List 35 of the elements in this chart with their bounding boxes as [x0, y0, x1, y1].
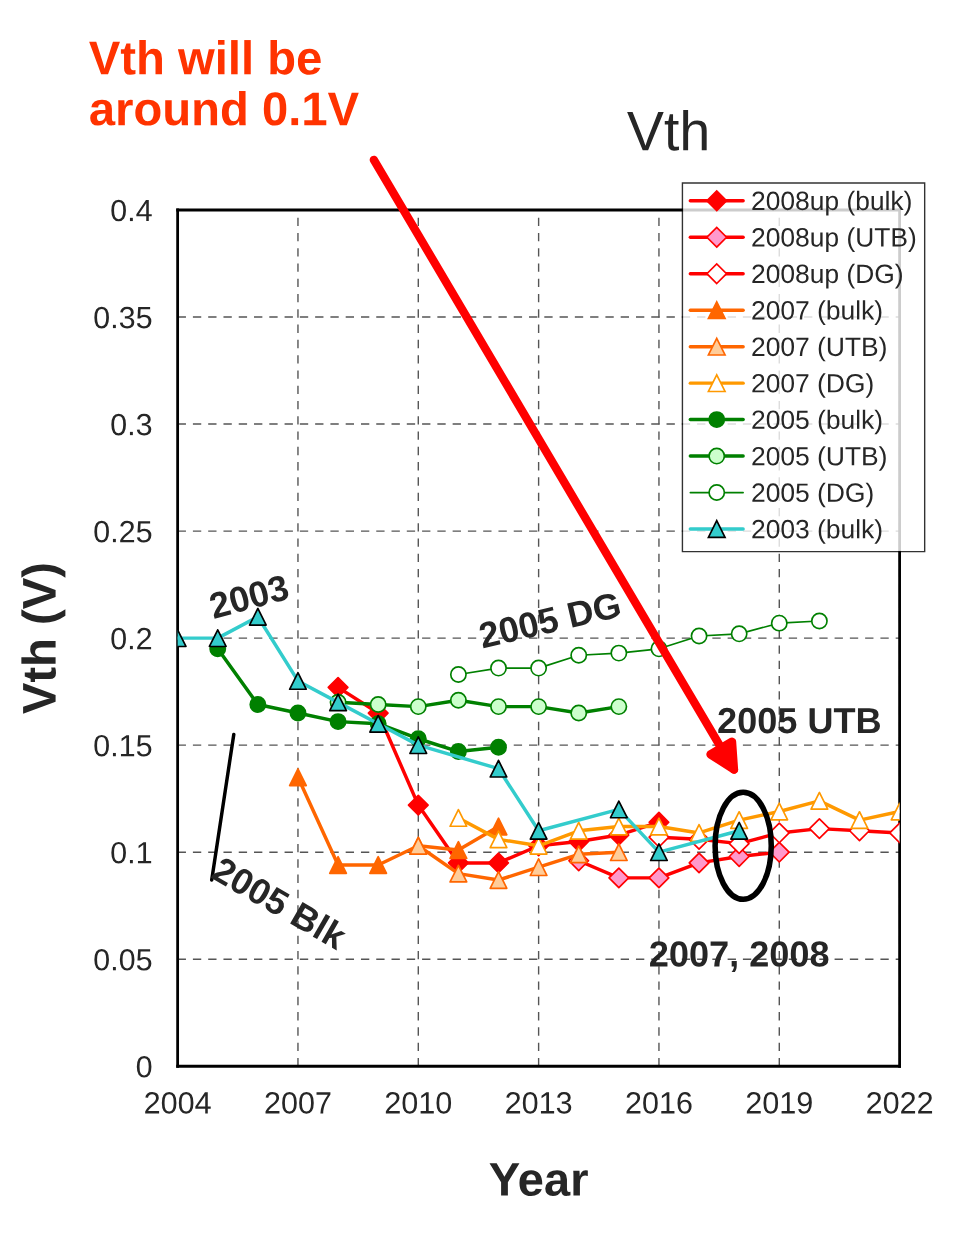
- annotation: 2007, 2008: [650, 941, 829, 973]
- annotation: 2005 DG: [477, 591, 622, 649]
- x-tick-label: 2022: [867, 1092, 933, 1114]
- x-tick-label: 2010: [385, 1092, 452, 1114]
- y-tick-label: 0.25: [94, 520, 152, 543]
- legend-label: 2005 (bulk): [752, 409, 882, 435]
- x-tick-label: 2004: [145, 1092, 211, 1114]
- x-tick-label: 2019: [746, 1092, 812, 1114]
- text: Vth will be around 0.1V: [89, 40, 359, 126]
- legend-label: 2007 (DG): [752, 373, 873, 398]
- y-tick-label: 0.35: [94, 306, 152, 329]
- annotation: 2005 Blk: [210, 855, 350, 951]
- chart-title: Vth: [627, 110, 707, 151]
- legend-label: 2005 (DG): [752, 482, 873, 508]
- x-tick-label: 2016: [626, 1092, 692, 1114]
- y-tick-label: 0.4: [111, 199, 152, 222]
- y-tick-label: 0.2: [111, 627, 152, 650]
- y-tick-label: 0.15: [94, 734, 152, 757]
- legend-label: 2007 (bulk): [752, 300, 882, 325]
- x-tick-label: 2007: [265, 1092, 331, 1114]
- legend-label: 2003 (bulk): [752, 519, 882, 544]
- y-tick-label: 0: [136, 1055, 152, 1078]
- legend-label: 2008up (DG): [752, 263, 902, 289]
- legend-label: 2005 (UTB): [752, 446, 886, 471]
- legend-label: 2007 (UTB): [752, 336, 886, 362]
- y-tick-label: 0.3: [111, 413, 152, 436]
- y-tick-label: 0.1: [111, 841, 152, 864]
- legend-label: 2008up (UTB): [752, 227, 916, 252]
- legend-label: 2008up (bulk): [752, 190, 911, 216]
- y-axis-title: Vth (V): [21, 564, 66, 714]
- y-tick-label: 0.05: [94, 948, 152, 971]
- x-tick-label: 2013: [506, 1092, 572, 1114]
- x-axis-title: Year: [489, 1163, 588, 1197]
- annotation: 2003: [208, 574, 290, 620]
- annotation: 2005 UTB: [718, 707, 880, 734]
